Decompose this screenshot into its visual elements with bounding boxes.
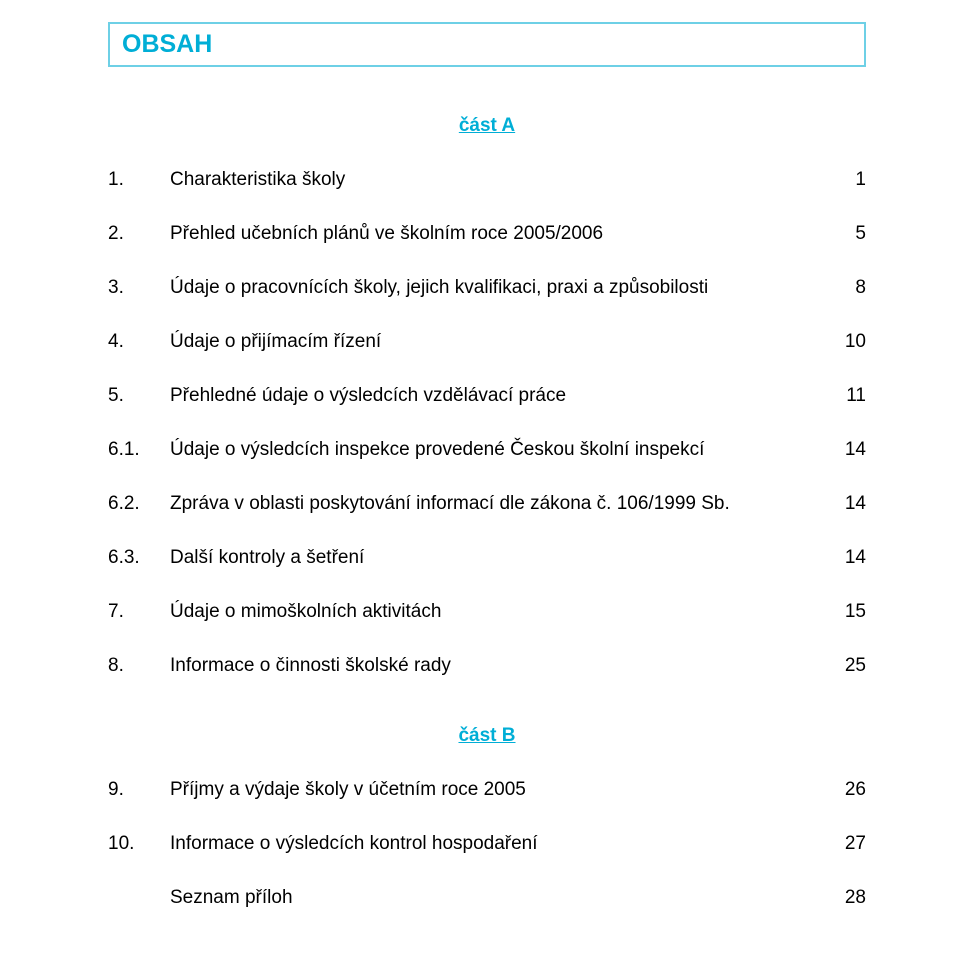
- toc-item-number: 6.1.: [108, 439, 170, 461]
- toc-item-number: 6.2.: [108, 493, 170, 515]
- toc-row: 10.Informace o výsledcích kontrol hospod…: [108, 833, 866, 855]
- toc-item-label: Charakteristika školy: [170, 169, 826, 191]
- toc-item-page: 26: [826, 779, 866, 801]
- toc-item-page: 11: [826, 385, 866, 407]
- toc-row: 6.3.Další kontroly a šetření14: [108, 547, 866, 569]
- toc-item-label: Informace o činnosti školské rady: [170, 655, 826, 677]
- toc-item-page: 10: [826, 331, 866, 353]
- toc-item-page: 28: [826, 887, 866, 909]
- toc-item-number: 10.: [108, 833, 170, 855]
- toc-item-label: Údaje o výsledcích inspekce provedené Če…: [170, 439, 826, 461]
- toc-item-label: Přehled učebních plánů ve školním roce 2…: [170, 223, 826, 245]
- toc-item-number: 3.: [108, 277, 170, 299]
- toc-row: 8.Informace o činnosti školské rady25: [108, 655, 866, 677]
- toc-item-page: 25: [826, 655, 866, 677]
- toc-item-page: 5: [826, 223, 866, 245]
- toc-item-label: Zpráva v oblasti poskytování informací d…: [170, 493, 826, 515]
- toc-item-number: 5.: [108, 385, 170, 407]
- toc-item-label: Údaje o přijímacím řízení: [170, 331, 826, 353]
- toc-item-number: 1.: [108, 169, 170, 191]
- toc-list: 1.Charakteristika školy1 2.Přehled učební…: [108, 169, 866, 677]
- toc-row: 7.Údaje o mimoškolních aktivitách15: [108, 601, 866, 623]
- toc-item-label: Údaje o pracovnících školy, jejich kvali…: [170, 277, 826, 299]
- toc-item-page: 8: [826, 277, 866, 299]
- toc-item-label: Další kontroly a šetření: [170, 547, 826, 569]
- toc-item-number: 2.: [108, 223, 170, 245]
- toc-row: 2.Přehled učebních plánů ve školním roce…: [108, 223, 866, 245]
- section-heading: část A: [108, 115, 866, 137]
- toc-row: 6.1.Údaje o výsledcích inspekce proveden…: [108, 439, 866, 461]
- toc-item-page: 1: [826, 169, 866, 191]
- toc-row: 6.2.Zpráva v oblasti poskytování informa…: [108, 493, 866, 515]
- toc-row: 5.Přehledné údaje o výsledcích vzdělávac…: [108, 385, 866, 407]
- section-heading: část B: [108, 725, 866, 747]
- toc-item-label: Údaje o mimoškolních aktivitách: [170, 601, 826, 623]
- toc-item-page: 14: [826, 439, 866, 461]
- toc-item-label: Přehledné údaje o výsledcích vzdělávací …: [170, 385, 826, 407]
- toc-item-page: 27: [826, 833, 866, 855]
- title-box: OBSAH: [108, 22, 866, 67]
- toc-list: 9.Příjmy a výdaje školy v účetním roce 2…: [108, 779, 866, 909]
- toc-item-page: 14: [826, 493, 866, 515]
- toc-container: část A 1.Charakteristika školy1 2.Přehled …: [108, 115, 866, 909]
- page-title: OBSAH: [122, 30, 852, 59]
- toc-item-number: 4.: [108, 331, 170, 353]
- toc-item-label: Informace o výsledcích kontrol hospodaře…: [170, 833, 826, 855]
- toc-item-label: Seznam příloh: [170, 887, 826, 909]
- toc-row: 4.Údaje o přijímacím řízení10: [108, 331, 866, 353]
- toc-item-number: 8.: [108, 655, 170, 677]
- toc-item-page: 14: [826, 547, 866, 569]
- toc-item-number: 6.3.: [108, 547, 170, 569]
- toc-item-page: 15: [826, 601, 866, 623]
- page: OBSAH část A1.Charakteristika školy12.Př…: [0, 0, 960, 975]
- toc-row: 9.Příjmy a výdaje školy v účetním roce 2…: [108, 779, 866, 801]
- toc-row: 3.Údaje o pracovnících školy, jejich kva…: [108, 277, 866, 299]
- toc-row: 1.Charakteristika školy1: [108, 169, 866, 191]
- toc-item-number: 9.: [108, 779, 170, 801]
- toc-row: Seznam příloh28: [108, 887, 866, 909]
- toc-item-number: 7.: [108, 601, 170, 623]
- toc-item-label: Příjmy a výdaje školy v účetním roce 200…: [170, 779, 826, 801]
